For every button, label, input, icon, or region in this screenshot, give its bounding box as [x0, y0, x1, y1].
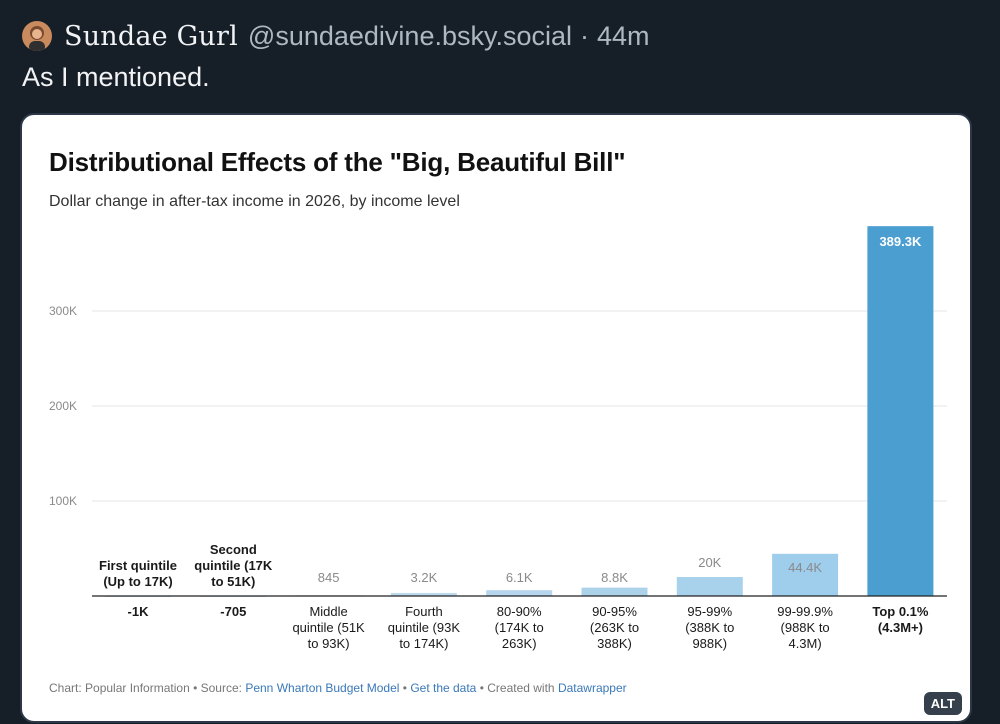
category-label-line: 80-90%	[497, 604, 542, 619]
category-label-line: (Up to 17K)	[103, 574, 172, 589]
value-label: -1K	[128, 604, 150, 619]
category-label-line: 4.3M)	[788, 636, 821, 651]
post-header: Sundae Gurl @sundaedivine.bsky.social · …	[22, 18, 650, 54]
bar	[486, 590, 553, 596]
category-label-line: Second	[210, 542, 257, 557]
category-label-line: (4.3M+)	[878, 620, 923, 635]
chart-title: Distributional Effects of the "Big, Beau…	[49, 147, 626, 177]
category-label-line: (988K to	[781, 620, 830, 635]
category-label-line: to 93K)	[308, 636, 350, 651]
category-label: Second quintile (17K to 51K)	[194, 542, 273, 589]
created-prefix: Created with	[487, 681, 558, 695]
category-label-line: quintile (17K	[194, 558, 273, 573]
alt-badge[interactable]: ALT	[923, 692, 962, 715]
category-label-line: 388K)	[597, 636, 632, 651]
category-label: Middle quintile (51K to 93K)	[292, 604, 365, 651]
source-link[interactable]: Penn Wharton Budget Model	[245, 681, 400, 695]
y-tick-label: 300K	[49, 304, 77, 318]
value-label: 845	[318, 570, 340, 585]
chart-credit: Chart: Popular Information	[49, 681, 190, 695]
category-label: 90-95% (263K to 388K)	[590, 604, 639, 651]
value-label: -705	[220, 604, 246, 619]
category-label-line: 95-99%	[687, 604, 732, 619]
category-label-line: 263K)	[502, 636, 537, 651]
embedded-image[interactable]: Distributional Effects of the "Big, Beau…	[20, 113, 972, 723]
category-label-line: 90-95%	[592, 604, 637, 619]
source-prefix: Source:	[200, 681, 246, 695]
y-tick-label: 100K	[49, 494, 77, 508]
bar	[581, 587, 648, 596]
category-label-line: Middle	[309, 604, 347, 619]
category-label: 80-90% (174K to 263K)	[495, 604, 544, 651]
category-label: 95-99% (388K to 988K)	[685, 604, 734, 651]
category-label-line: to 174K)	[399, 636, 448, 651]
bar	[676, 577, 743, 596]
category-label-line: (388K to	[685, 620, 734, 635]
category-label-line: quintile (93K	[388, 620, 461, 635]
category-label-line: First quintile	[99, 558, 177, 573]
category-label-line: to 51K)	[211, 574, 255, 589]
y-tick-label: 200K	[49, 399, 77, 413]
category-label: 99-99.9% (988K to 4.3M)	[777, 604, 833, 651]
bar	[867, 226, 934, 596]
meta-separator: ·	[580, 20, 590, 51]
value-label: 44.4K	[788, 560, 822, 575]
category-label: Top 0.1% (4.3M+)	[872, 604, 929, 635]
post-time[interactable]: 44m	[597, 20, 650, 51]
category-label: Fourth quintile (93K to 174K)	[388, 604, 461, 651]
avatar[interactable]	[22, 21, 52, 51]
category-label-line: Top 0.1%	[872, 604, 929, 619]
value-label: 8.8K	[601, 570, 628, 585]
chart-footer: Chart: Popular Information • Source: Pen…	[49, 681, 627, 695]
category-label-line: 988K)	[692, 636, 727, 651]
post-text: As I mentioned.	[22, 62, 210, 92]
value-label: 6.1K	[506, 570, 533, 585]
category-label-line: (174K to	[495, 620, 544, 635]
chart-plot: 100K 200K 300K First quintile (Up to 17K) -1K…	[49, 226, 947, 651]
category-label-line: (263K to	[590, 620, 639, 635]
value-label: 20K	[698, 555, 721, 570]
category-label-line: Fourth	[405, 604, 443, 619]
bar	[772, 553, 839, 596]
bar	[390, 592, 457, 596]
chart-subtitle: Dollar change in after-tax income in 202…	[49, 193, 460, 210]
datawrapper-link[interactable]: Datawrapper	[557, 681, 627, 695]
get-data-link[interactable]: Get the data	[410, 681, 477, 695]
category-label-line: quintile (51K	[292, 620, 365, 635]
category-label: First quintile (Up to 17K)	[99, 558, 177, 589]
category-label-line: 99-99.9%	[777, 604, 833, 619]
author-handle[interactable]: @sundaedivine.bsky.social	[247, 20, 573, 51]
value-label: 3.2K	[411, 570, 438, 585]
value-label: 389.3K	[879, 234, 922, 249]
author-name[interactable]: Sundae Gurl	[64, 20, 238, 52]
